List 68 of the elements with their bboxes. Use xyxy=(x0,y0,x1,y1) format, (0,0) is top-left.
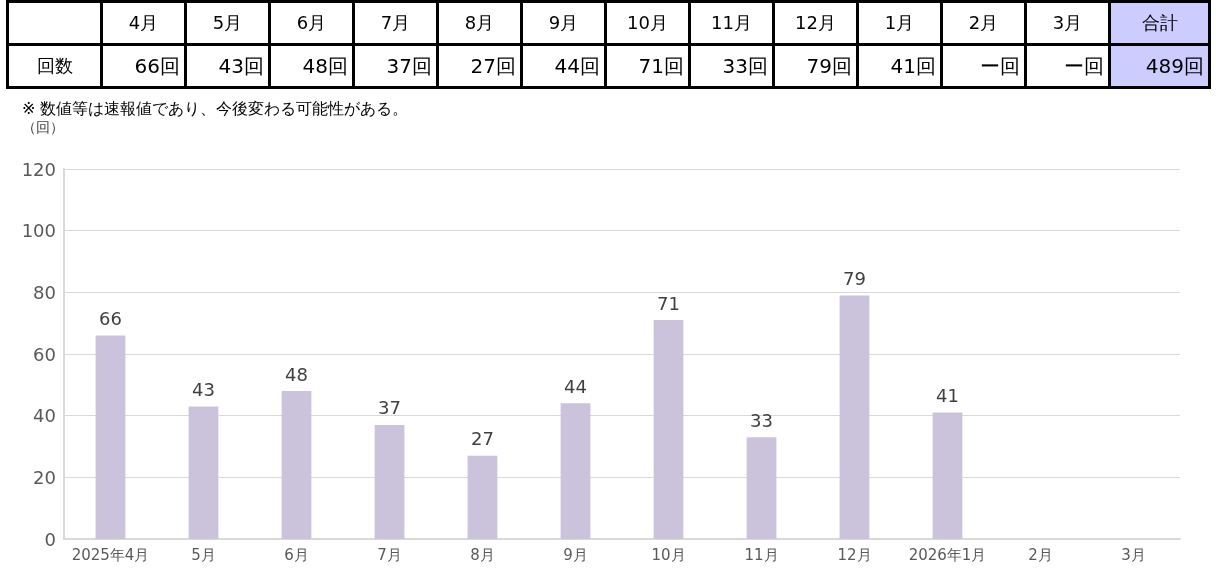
y-tick-label: 0 xyxy=(44,528,56,550)
x-tick-label: 9月 xyxy=(521,1,606,45)
x-tick-label: 5月 xyxy=(185,1,270,45)
x-tick-label: 12月 xyxy=(837,545,872,564)
x-tick-label: 7月 xyxy=(353,1,438,45)
x-tick-label: 10月 xyxy=(605,1,690,45)
x-tick-label: 3月 xyxy=(1121,545,1146,564)
bar xyxy=(188,406,219,539)
x-tick-label: 2026年1月 xyxy=(908,545,987,564)
x-tick-label: 9月 xyxy=(563,545,588,564)
data-label: 37 xyxy=(378,397,401,419)
y-tick-label: 20 xyxy=(33,466,56,488)
y-axis-title: （回） xyxy=(22,119,65,137)
bar xyxy=(839,295,870,539)
data-label: 37回 xyxy=(353,44,438,88)
data-label: 71回 xyxy=(605,44,690,88)
x-tick-label: 4月 xyxy=(101,1,186,45)
x-tick-label: 2025年4月 xyxy=(71,545,150,564)
x-tick-label: 2月 xyxy=(1028,545,1053,564)
x-tick-label: 11月 xyxy=(689,1,774,45)
x-tick-label: 8月 xyxy=(437,1,522,45)
bar xyxy=(653,320,684,539)
x-tick-label: 1月 xyxy=(857,1,942,45)
x-tick-label: 12月 xyxy=(773,1,858,45)
data-label: 79 xyxy=(843,267,866,289)
data-label: 43回 xyxy=(185,44,270,88)
x-tick-label: 5月 xyxy=(191,545,216,564)
data-label: 43 xyxy=(192,378,215,400)
x-tick-label: 11月 xyxy=(744,545,779,564)
x-tick-label: 7月 xyxy=(377,545,402,564)
bar xyxy=(932,412,963,539)
data-label: 66 xyxy=(99,308,122,329)
data-label: 489回 xyxy=(1109,44,1210,88)
data-label: 48回 xyxy=(269,44,354,88)
y-tick-label: 100 xyxy=(21,220,56,242)
x-tick-label: 3月 xyxy=(1025,1,1110,45)
y-tick-label: 60 xyxy=(33,343,56,365)
bar xyxy=(95,335,126,539)
data-label: 27 xyxy=(471,428,494,450)
text: ー回 xyxy=(1064,53,1104,78)
data-label: 66回 xyxy=(101,44,186,88)
x-tick-label: 6月 xyxy=(284,545,309,564)
bar xyxy=(374,424,405,539)
annotation: ※ 数値等は速報値であり、今後変わる可能性がある。 xyxy=(22,99,410,119)
x-tick-label: 10月 xyxy=(651,545,686,564)
y-tick-label: 120 xyxy=(21,158,56,180)
data-label: 44 xyxy=(564,375,587,397)
y-tick-label: 回数 xyxy=(7,44,102,88)
x-tick-label: 6月 xyxy=(269,1,354,45)
bar xyxy=(467,455,498,539)
data-label: 33 xyxy=(750,409,773,431)
data-label: 48 xyxy=(285,363,308,385)
y-tick-label: 80 xyxy=(33,281,56,303)
x-tick-label: 合計 xyxy=(1109,1,1210,45)
data-label: 33回 xyxy=(689,44,774,88)
data-label: 27回 xyxy=(437,44,522,88)
bar xyxy=(560,403,591,539)
y-tick-label: 40 xyxy=(33,405,56,427)
data-label: 44回 xyxy=(521,44,606,88)
x-tick-label: 8月 xyxy=(470,545,495,564)
data-label: 41回 xyxy=(857,44,942,88)
data-label: 79回 xyxy=(773,44,858,88)
data-label: 41 xyxy=(936,385,959,407)
text: ー回 xyxy=(980,53,1020,78)
bar xyxy=(281,391,312,539)
x-tick-label: 2月 xyxy=(941,1,1026,45)
data-label: 71 xyxy=(657,292,680,314)
bar xyxy=(746,437,777,539)
